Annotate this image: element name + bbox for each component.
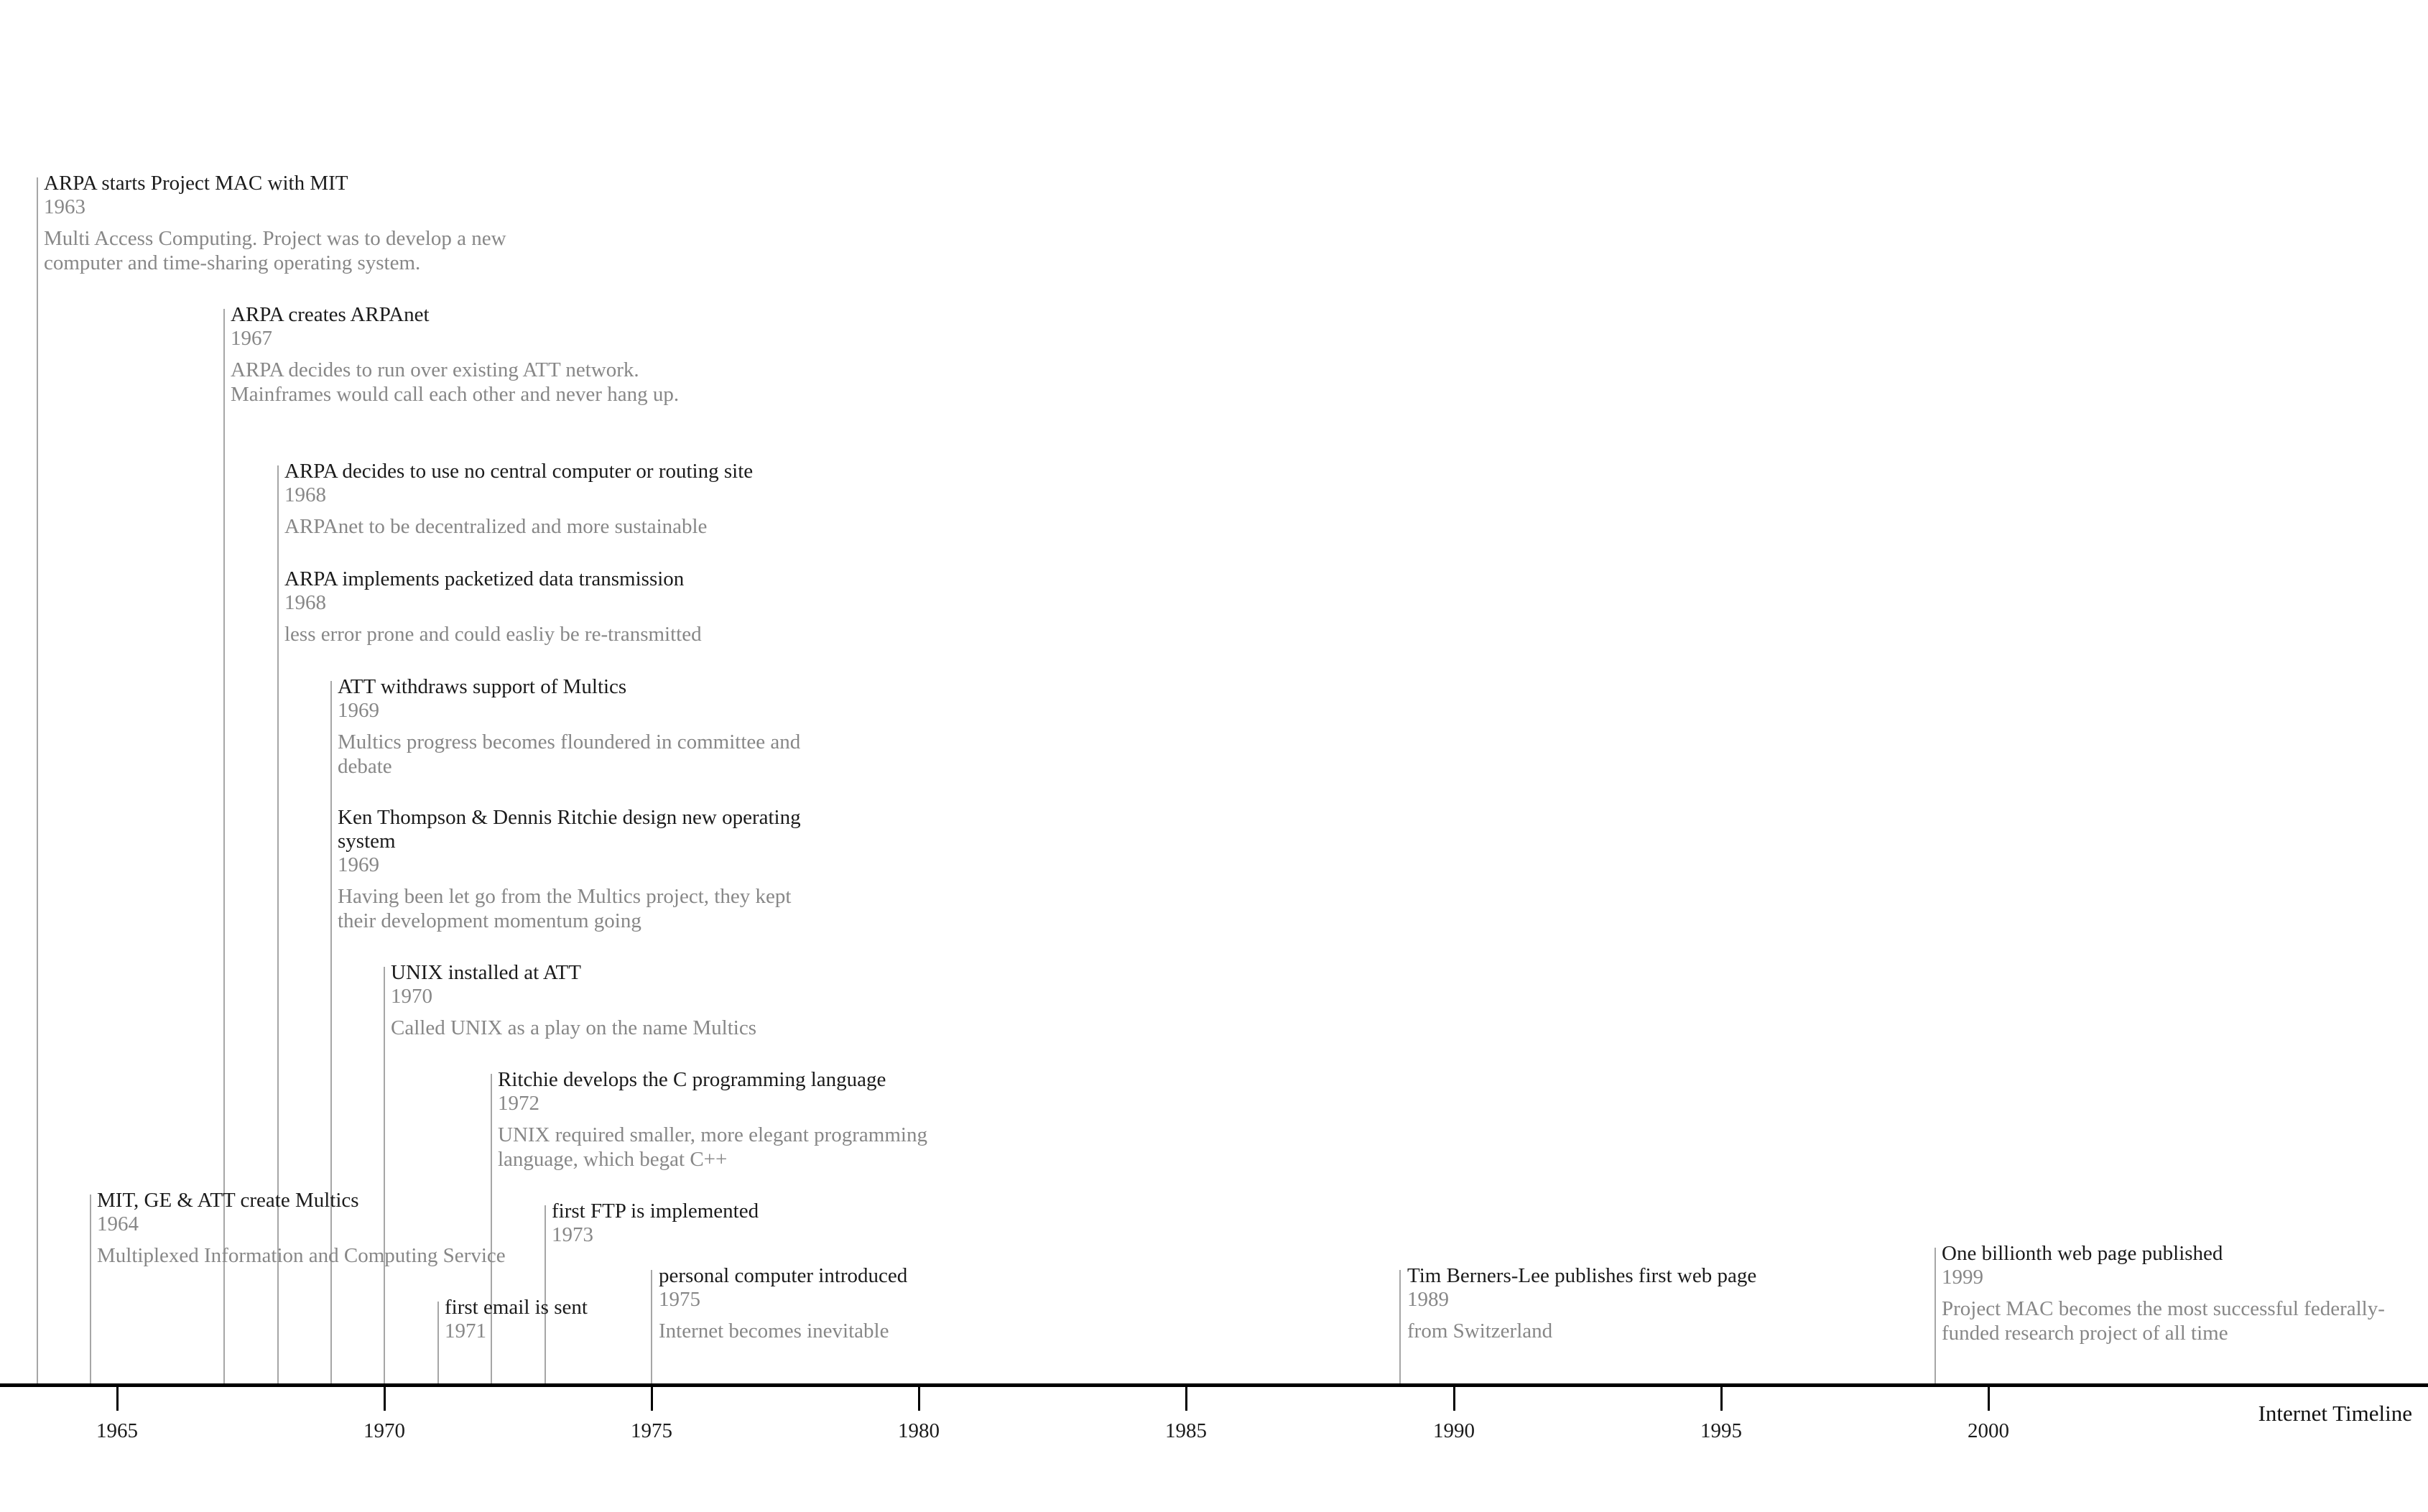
event-title: UNIX installed at ATT: [391, 961, 581, 984]
event-year: 1973: [552, 1223, 593, 1246]
axis-tick-label: 1965: [96, 1419, 138, 1442]
event-description: Multics progress becomes floundered in c…: [338, 731, 801, 778]
event-description: Called UNIX as a play on the name Multic…: [391, 1016, 756, 1039]
event-description: Internet becomes inevitable: [659, 1319, 889, 1342]
axis-tick-1995: [1720, 1387, 1723, 1411]
event-title: MIT, GE & ATT create Multics: [97, 1189, 359, 1212]
event-year: 1964: [97, 1212, 139, 1235]
event-description: Multi Access Computing. Project was to d…: [44, 227, 506, 274]
event-year: 1969: [338, 699, 379, 722]
event-title: ARPA starts Project MAC with MIT: [44, 172, 348, 195]
event-description: Project MAC becomes the most successful …: [1942, 1297, 2385, 1345]
event-leader-line: [437, 1302, 439, 1383]
event: UNIX installed at ATT 1970 Called UNIX a…: [391, 961, 958, 1040]
event-year: 1989: [1407, 1288, 1449, 1311]
event-description: Multiplexed Information and Computing Se…: [97, 1244, 506, 1267]
event-leader-line: [384, 967, 385, 1383]
event: ARPA creates ARPAnet 1967 ARPA decides t…: [231, 303, 798, 407]
axis-tick-1965: [116, 1387, 119, 1411]
event-leader-line: [223, 309, 225, 1383]
event: ARPA implements packetized data transmis…: [284, 567, 852, 646]
event-leader-line: [491, 1074, 492, 1383]
event-year: 1968: [284, 483, 326, 506]
event-leader-line: [545, 1205, 546, 1383]
event-title: first email is sent: [445, 1296, 588, 1319]
axis-tick-1990: [1453, 1387, 1455, 1411]
event-description: less error prone and could easliy be re-…: [284, 623, 702, 646]
event-description: Having been let go from the Multics proj…: [338, 885, 792, 932]
event-leader-line: [90, 1195, 91, 1383]
axis-tick-label: 1985: [1165, 1419, 1207, 1442]
event-leader-line: [330, 812, 332, 1383]
timeline-axis: [0, 1383, 2428, 1387]
event: first FTP is implemented 1973: [552, 1200, 1119, 1247]
event-title: Ritchie develops the C programming langu…: [498, 1068, 886, 1091]
event-title: personal computer introduced: [659, 1264, 908, 1287]
event-title: Tim Berners-Lee publishes first web page: [1407, 1264, 1757, 1287]
event-year: 1968: [284, 591, 326, 614]
axis-tick-label: 1995: [1700, 1419, 1742, 1442]
event-year: 1967: [231, 327, 272, 350]
axis-tick-1970: [384, 1387, 386, 1411]
event-year: 1999: [1942, 1266, 1983, 1289]
event-year: 1975: [659, 1288, 700, 1311]
event-description: UNIX required smaller, more elegant prog…: [498, 1123, 927, 1171]
event-title: ARPA creates ARPAnet: [231, 303, 430, 326]
event-year: 1969: [338, 853, 379, 876]
event: personal computer introduced 1975 Intern…: [659, 1264, 1226, 1343]
event-title: first FTP is implemented: [552, 1200, 759, 1223]
event: ATT withdraws support of Multics 1969 Mu…: [338, 675, 905, 779]
event: ARPA decides to use no central computer …: [284, 460, 852, 539]
event-title: ATT withdraws support of Multics: [338, 675, 627, 698]
event: One billionth web page published 1999 Pr…: [1942, 1242, 2428, 1345]
event: first email is sent 1971: [445, 1296, 1012, 1343]
event-description: from Switzerland: [1407, 1319, 1553, 1342]
event: ARPA starts Project MAC with MIT 1963 Mu…: [44, 172, 611, 275]
event: Ritchie develops the C programming langu…: [498, 1068, 1065, 1172]
event-leader-line: [651, 1270, 652, 1383]
event: MIT, GE & ATT create Multics 1964 Multip…: [97, 1189, 664, 1268]
event-year: 1970: [391, 985, 432, 1008]
axis-tick-label: 1980: [898, 1419, 940, 1442]
axis-tick-label: 1975: [631, 1419, 672, 1442]
event-title: ARPA implements packetized data transmis…: [284, 567, 685, 590]
event-year: 1963: [44, 195, 85, 218]
event-title: ARPA decides to use no central computer …: [284, 460, 754, 483]
axis-tick-1980: [918, 1387, 920, 1411]
event-leader-line: [277, 573, 279, 1383]
event: Tim Berners-Lee publishes first web page…: [1407, 1264, 1975, 1343]
event-description: ARPA decides to run over existing ATT ne…: [231, 358, 680, 406]
chart-title: Internet Timeline: [2258, 1401, 2412, 1426]
event-leader-line: [37, 177, 38, 1383]
event-leader-line: [1399, 1270, 1401, 1383]
event: Ken Thompson & Dennis Ritchie design new…: [338, 806, 905, 933]
axis-tick-2000: [1988, 1387, 1990, 1411]
event-description: ARPAnet to be decentralized and more sus…: [284, 515, 708, 538]
axis-tick-label: 1970: [363, 1419, 405, 1442]
axis-tick-label: 2000: [1968, 1419, 2009, 1442]
axis-tick-1985: [1185, 1387, 1187, 1411]
event-leader-line: [1934, 1248, 1936, 1383]
event-title: One billionth web page published: [1942, 1242, 2223, 1265]
event-year: 1972: [498, 1092, 539, 1115]
axis-tick-label: 1990: [1433, 1419, 1475, 1442]
event-title: Ken Thompson & Dennis Ritchie design new…: [338, 806, 801, 853]
axis-tick-1975: [651, 1387, 653, 1411]
event-year: 1971: [445, 1319, 486, 1342]
